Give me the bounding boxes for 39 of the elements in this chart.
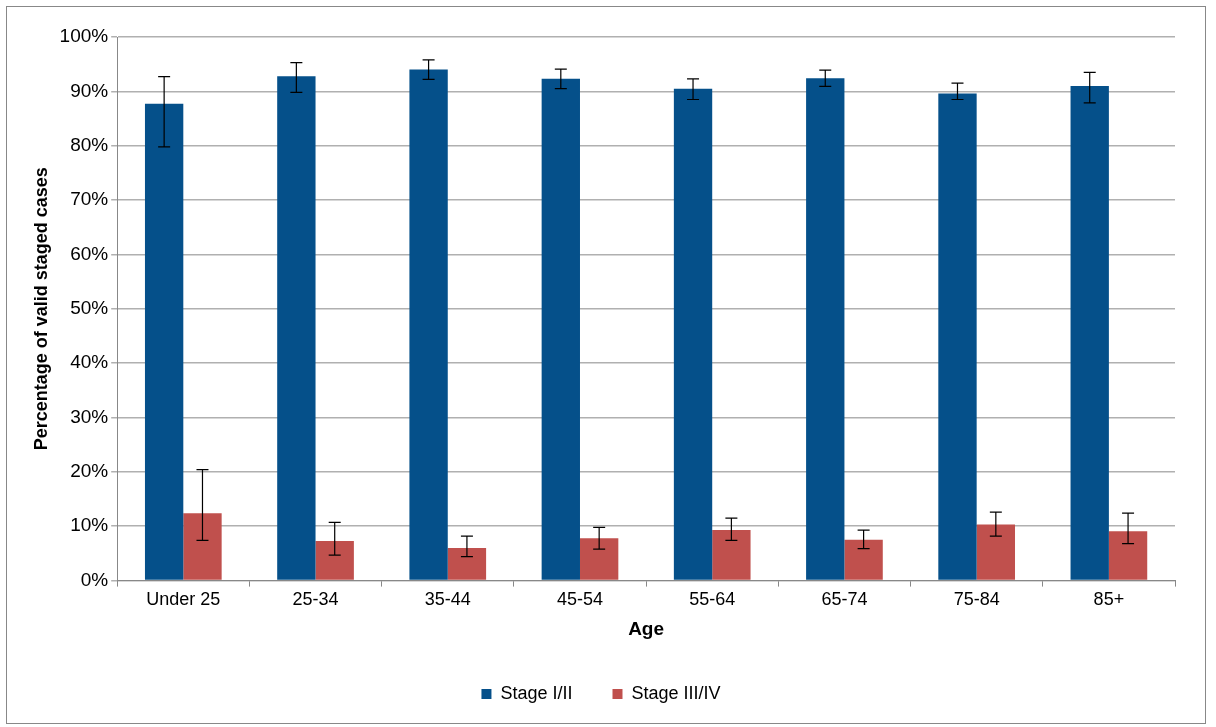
x-tick-label: 25-34 bbox=[292, 589, 339, 610]
bar bbox=[579, 538, 619, 580]
bar bbox=[976, 524, 1016, 580]
bar bbox=[315, 540, 354, 580]
x-tick-label: 35-44 bbox=[424, 589, 471, 610]
y-tick-label: 30% bbox=[70, 405, 109, 427]
y-tick-label: 60% bbox=[70, 242, 109, 264]
y-tick-label: 50% bbox=[70, 297, 109, 319]
y-tick-label: 0% bbox=[80, 568, 109, 590]
bar bbox=[277, 76, 316, 580]
y-axis-title: Percentage of valid staged cases bbox=[30, 167, 51, 451]
x-axis-title: Age bbox=[628, 617, 665, 639]
y-tick-label: 40% bbox=[70, 351, 109, 373]
bar bbox=[144, 103, 184, 580]
bar bbox=[447, 547, 487, 580]
bar bbox=[712, 530, 751, 580]
bar bbox=[938, 93, 977, 580]
bar bbox=[1070, 85, 1109, 580]
x-tick-label: 45-54 bbox=[556, 589, 604, 610]
y-tick-label: 90% bbox=[70, 79, 109, 101]
x-tick-label: 65-74 bbox=[821, 589, 868, 610]
x-tick-label: 55-64 bbox=[689, 589, 736, 610]
legend-label: Stage I/II bbox=[500, 682, 573, 703]
x-tick-label: 75-84 bbox=[953, 589, 1000, 610]
bar bbox=[409, 69, 448, 580]
y-tick-label: 10% bbox=[70, 514, 109, 536]
bar bbox=[541, 78, 580, 580]
legend-label: Stage III/IV bbox=[631, 682, 721, 703]
bar bbox=[1108, 531, 1148, 580]
y-tick-label: 100% bbox=[59, 25, 109, 47]
x-tick-label: Under 25 bbox=[146, 589, 221, 610]
bar bbox=[673, 88, 713, 580]
y-tick-label: 20% bbox=[70, 460, 109, 482]
bar bbox=[844, 539, 883, 580]
x-tick-label: 85+ bbox=[1093, 589, 1125, 610]
y-tick-label: 80% bbox=[70, 133, 109, 155]
bar bbox=[183, 513, 222, 580]
bar bbox=[806, 78, 845, 580]
y-tick-label: 70% bbox=[70, 188, 109, 210]
